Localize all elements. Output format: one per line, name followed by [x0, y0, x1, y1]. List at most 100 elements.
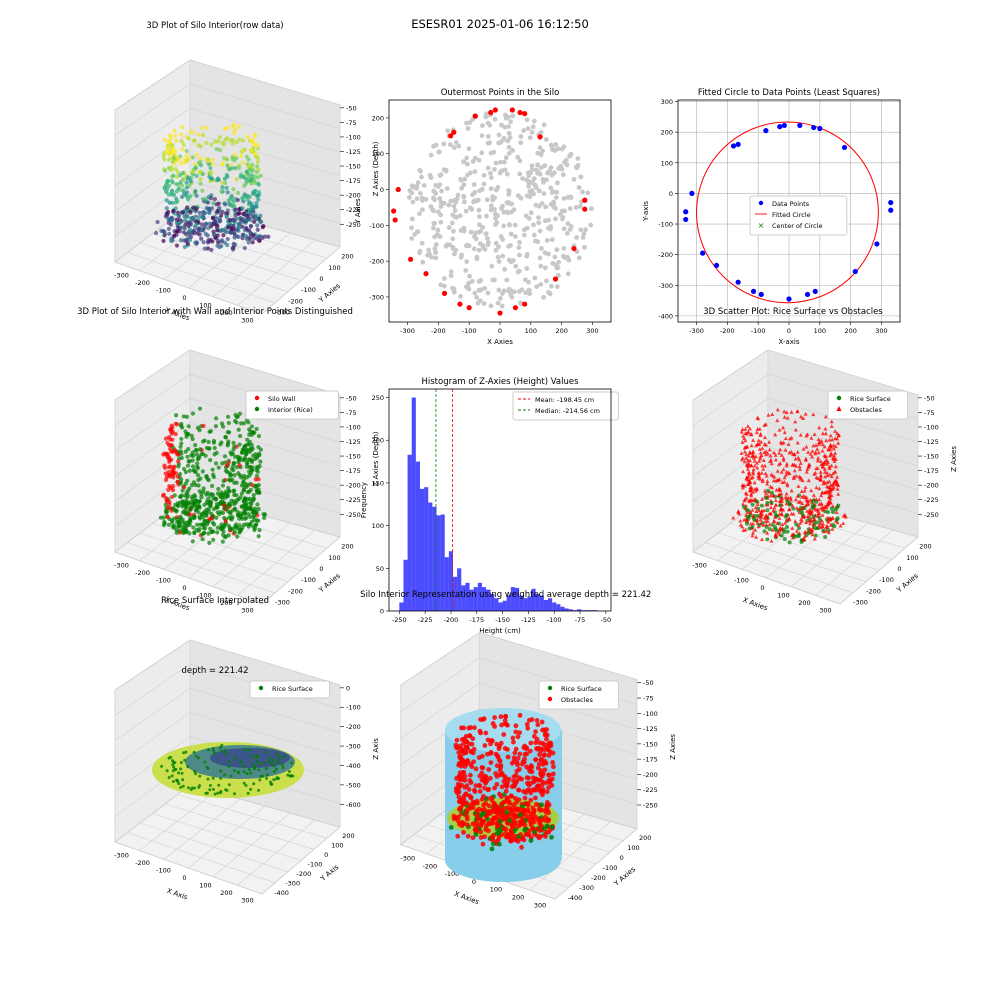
data-point — [242, 245, 247, 251]
obstacle-point — [760, 463, 765, 468]
data-point — [769, 500, 774, 505]
y-tick-label: 0 — [380, 186, 384, 194]
data-point — [167, 157, 172, 162]
data-point — [174, 138, 179, 143]
data-point — [516, 834, 522, 839]
interior-point — [414, 196, 420, 201]
x-tick-label: -250 — [392, 616, 407, 624]
data-point — [166, 454, 172, 460]
data-point — [464, 814, 470, 820]
histogram-bar — [486, 589, 491, 611]
data-point — [528, 790, 534, 796]
obstacle-point — [751, 530, 756, 535]
data-point — [211, 201, 216, 206]
legend-label: Interior (Rice) — [268, 406, 313, 414]
data-point — [244, 464, 249, 469]
rice-point — [204, 791, 208, 795]
obstacle-point — [761, 523, 766, 527]
obstacle-point — [781, 507, 786, 512]
data-point — [199, 125, 204, 130]
data-point — [206, 159, 211, 164]
data-point — [188, 516, 193, 521]
data-point — [238, 433, 243, 439]
interior-point — [410, 199, 416, 205]
data-point — [497, 768, 503, 773]
rice-point — [220, 749, 224, 753]
rice-point — [229, 774, 233, 778]
interior-point — [438, 204, 444, 209]
data-point — [458, 746, 464, 752]
obstacle-point — [773, 532, 778, 536]
obstacle-point — [803, 503, 808, 508]
data-point — [185, 241, 190, 246]
obstacle-point — [771, 493, 776, 498]
data-point — [494, 763, 500, 769]
interior-point — [508, 243, 513, 248]
x-tick-label: -200 — [135, 859, 150, 867]
obstacle-point — [738, 518, 743, 523]
chart-title: Histogram of Z-Axies (Height) Values — [421, 377, 579, 387]
data-point — [210, 157, 215, 163]
data-point — [201, 486, 206, 491]
data-point — [523, 817, 529, 823]
obstacle-point — [781, 425, 786, 430]
y-tick-label: 0 — [669, 190, 673, 198]
data-point — [222, 240, 227, 245]
data-point — [251, 219, 257, 224]
interior-point — [524, 117, 530, 123]
data-point — [220, 483, 226, 488]
obstacle-point — [796, 523, 801, 527]
grid-line — [114, 688, 191, 741]
obstacle-point — [777, 492, 782, 497]
x-tick-label: -300 — [114, 562, 129, 570]
data-point — [762, 529, 767, 534]
grid-line — [839, 536, 919, 605]
obstacle-point — [815, 466, 820, 470]
z-axis-label: Z Axies — [950, 446, 958, 472]
data-point — [462, 785, 468, 790]
interior-point — [561, 226, 567, 232]
obstacle-point — [822, 460, 827, 464]
data-point — [251, 492, 256, 498]
data-point — [224, 172, 229, 178]
interior-point — [505, 114, 511, 120]
data-point — [201, 210, 206, 215]
data-point — [254, 455, 259, 460]
data-point — [242, 444, 247, 449]
interior-point — [500, 253, 506, 259]
obstacle-point — [745, 464, 750, 468]
y-tick-label: -200 — [288, 297, 303, 305]
obstacle-point — [758, 517, 763, 522]
data-point — [257, 452, 262, 458]
data-point — [248, 224, 254, 229]
interior-point — [507, 135, 513, 140]
data-point — [173, 206, 178, 211]
obstacle-point — [751, 498, 756, 503]
data-point — [179, 436, 184, 442]
data-point — [189, 495, 194, 500]
interior-point — [467, 273, 472, 279]
interior-point — [515, 269, 521, 275]
rice-point — [247, 767, 251, 771]
obstacle-point — [789, 449, 794, 454]
obstacle-point — [811, 517, 816, 522]
data-point — [162, 157, 167, 162]
obstacle-point — [746, 470, 751, 475]
z-axis-label: Z Axis — [372, 738, 380, 760]
obstacle-point — [825, 515, 830, 520]
interior-point — [432, 220, 438, 226]
data-point — [253, 154, 259, 159]
histogram-bar — [415, 461, 420, 611]
data-point — [512, 821, 517, 827]
data-point — [193, 162, 198, 167]
interior-point — [414, 229, 420, 235]
rice-point — [206, 748, 210, 752]
data-point — [184, 414, 190, 419]
interior-point — [432, 197, 438, 203]
obstacle-point — [747, 426, 752, 431]
obstacle-point — [786, 470, 791, 475]
obstacle-point — [811, 412, 816, 417]
z-tick-label: -125 — [346, 438, 361, 446]
interior-point — [501, 135, 507, 141]
data-point — [541, 753, 547, 758]
